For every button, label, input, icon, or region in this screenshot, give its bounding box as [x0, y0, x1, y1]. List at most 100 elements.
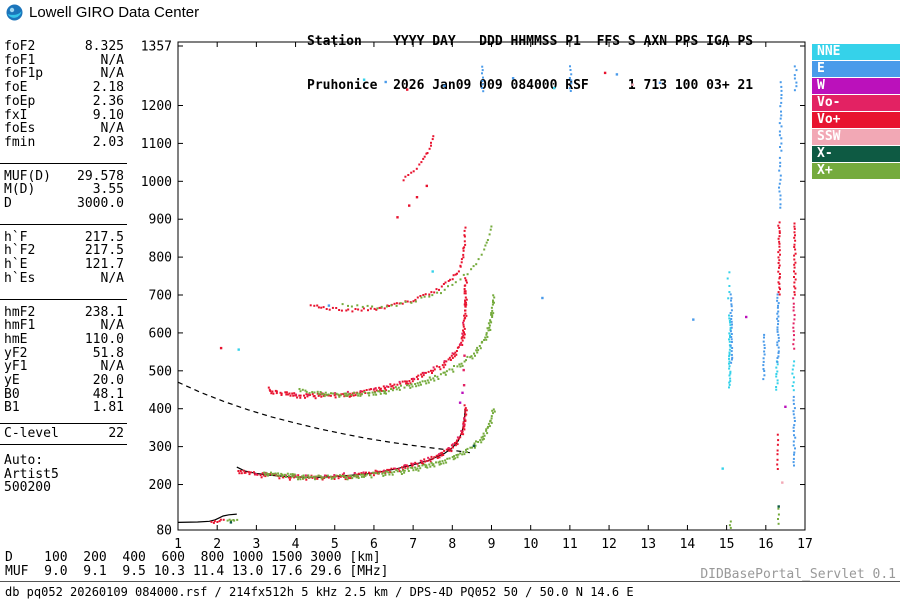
- param-value: 3.55: [92, 182, 124, 198]
- brand-header: Lowell GIRO Data Center: [6, 4, 199, 21]
- param-row: foEp 2.36: [0, 95, 127, 109]
- legend-item-ssw: SSW: [812, 129, 900, 145]
- param-value: 22: [108, 426, 124, 442]
- param-value: 2.03: [92, 134, 124, 150]
- param-value: 3000.0: [77, 196, 124, 212]
- footer-info: db pq052 20260109 084000.rsf / 214fx512h…: [5, 585, 634, 599]
- svg-text:1000: 1000: [141, 175, 172, 190]
- svg-text:9: 9: [488, 537, 496, 552]
- param-name: MUF(D): [4, 168, 51, 184]
- muf-row: MUF 9.0 9.1 9.5 10.3 11.4 13.0 17.6 29.6…: [5, 564, 389, 579]
- param-value: N/A: [100, 121, 124, 137]
- param-name: yF2: [4, 345, 28, 361]
- svg-text:3: 3: [252, 537, 260, 552]
- param-name: D: [4, 196, 12, 212]
- svg-text:900: 900: [149, 213, 172, 228]
- param-row: B0 48.1: [0, 388, 127, 402]
- lowell-giro-logo-icon: [6, 4, 23, 21]
- param-value: N/A: [100, 66, 124, 82]
- param-name: h`F: [4, 229, 28, 245]
- param-name: h`Es: [4, 270, 36, 286]
- param-name: foEs: [4, 121, 36, 137]
- autoscaling-line: 500200: [4, 480, 51, 496]
- param-row: M(D) 3.55: [0, 183, 127, 197]
- svg-text:1357: 1357: [141, 40, 172, 55]
- legend-item-vo-: Vo-: [812, 95, 900, 111]
- param-row: foE 2.18: [0, 81, 127, 95]
- param-value: 9.10: [92, 107, 124, 123]
- footer-divider: [0, 581, 900, 582]
- param-row: h`Es N/A: [0, 272, 127, 286]
- param-name: fmin: [4, 134, 36, 150]
- param-name: hmE: [4, 331, 28, 347]
- param-value: 2.36: [92, 93, 124, 109]
- param-value: 51.8: [92, 345, 124, 361]
- param-value: 20.0: [92, 373, 124, 389]
- svg-text:6: 6: [370, 537, 378, 552]
- param-group: Auto: Artist5 500200: [0, 454, 127, 495]
- param-name: fxI: [4, 107, 28, 123]
- param-value: 2.18: [92, 80, 124, 96]
- param-value: 48.1: [92, 386, 124, 402]
- param-value: N/A: [100, 52, 124, 68]
- fit-lines-layer: [177, 381, 470, 523]
- parameter-panel: foF2 8.325 foF1 N/A foF1p N/A foE 2.18 foEp 2.36 f…: [0, 40, 127, 495]
- param-row: fxI 9.10: [0, 107, 127, 123]
- svg-text:15: 15: [719, 537, 735, 552]
- param-row: MUF(D) 29.578: [0, 168, 127, 184]
- brand-title: Lowell GIRO Data Center: [29, 4, 200, 21]
- svg-text:1100: 1100: [141, 137, 172, 152]
- param-value: 1.81: [92, 400, 124, 416]
- svg-text:14: 14: [680, 537, 696, 552]
- autoscaling-line: Auto:: [4, 452, 44, 468]
- svg-text:17: 17: [797, 537, 813, 552]
- param-group: C-level 22: [0, 423, 127, 445]
- legend-item-nne: NNE: [812, 44, 900, 60]
- param-value: 29.578: [77, 168, 124, 184]
- svg-text:12: 12: [601, 537, 617, 552]
- distance-row: D 100 200 400 600 800 1000 1500 3000 [km…: [5, 550, 381, 565]
- param-value: 121.7: [84, 257, 124, 273]
- param-name: foF2: [4, 39, 36, 54]
- param-name: hmF2: [4, 304, 36, 320]
- param-row: yE 20.0: [0, 374, 127, 388]
- svg-text:400: 400: [149, 402, 172, 417]
- axes-layer: 1 2 3 4 5 6 7 8 9 10 11 12 13 14 15 16 17802003004005006…: [141, 40, 813, 553]
- legend-item-e: E: [812, 61, 900, 77]
- param-row: C-level 22: [0, 427, 127, 441]
- svg-text:200: 200: [149, 478, 172, 493]
- param-value: N/A: [100, 318, 124, 334]
- param-name: B1: [4, 400, 20, 416]
- param-value: 110.0: [84, 331, 124, 347]
- svg-text:13: 13: [640, 537, 656, 552]
- line-MUF-transmission-curve: [177, 381, 470, 454]
- param-row: h`F 217.5: [0, 231, 127, 245]
- svg-text:1200: 1200: [141, 99, 172, 114]
- param-row: fmin 2.03: [0, 136, 127, 150]
- svg-text:7: 7: [409, 537, 417, 552]
- param-name: yE: [4, 373, 20, 389]
- param-value: 217.5: [84, 243, 124, 259]
- param-name: yF1: [4, 359, 28, 375]
- echo-scatter-layer: [210, 65, 798, 529]
- param-group: MUF(D) 29.578 M(D) 3.55 D 3000.0: [0, 162, 127, 212]
- param-group: h`F 217.5 h`F2 217.5 h`E 121.7 h`Es N/A: [0, 223, 127, 286]
- param-name: foEp: [4, 93, 36, 109]
- station-header-line2: Pruhonice 2026 Jan09 009 084000 RSF 1 71…: [307, 77, 754, 93]
- svg-text:800: 800: [149, 251, 172, 266]
- param-row: hmE 110.0: [0, 333, 127, 347]
- param-value: 238.1: [84, 304, 124, 320]
- legend-item-w: W: [812, 78, 900, 94]
- param-group: foF2 8.325 foF1 N/A foF1p N/A foE 2.18 foEp 2.36 f…: [0, 40, 127, 150]
- svg-text:500: 500: [149, 364, 172, 379]
- param-row: hmF2 238.1: [0, 304, 127, 320]
- param-name: M(D): [4, 182, 36, 198]
- param-row: foEs N/A: [0, 122, 127, 136]
- echo-legend: NNE E W Vo- Vo+ SSW X- X+: [812, 44, 900, 180]
- autoscaling-line: Artist5: [4, 466, 59, 482]
- param-name: foE: [4, 80, 28, 96]
- param-row: B1 1.81: [0, 401, 127, 415]
- svg-text:600: 600: [149, 326, 172, 341]
- param-row: yF2 51.8: [0, 345, 127, 361]
